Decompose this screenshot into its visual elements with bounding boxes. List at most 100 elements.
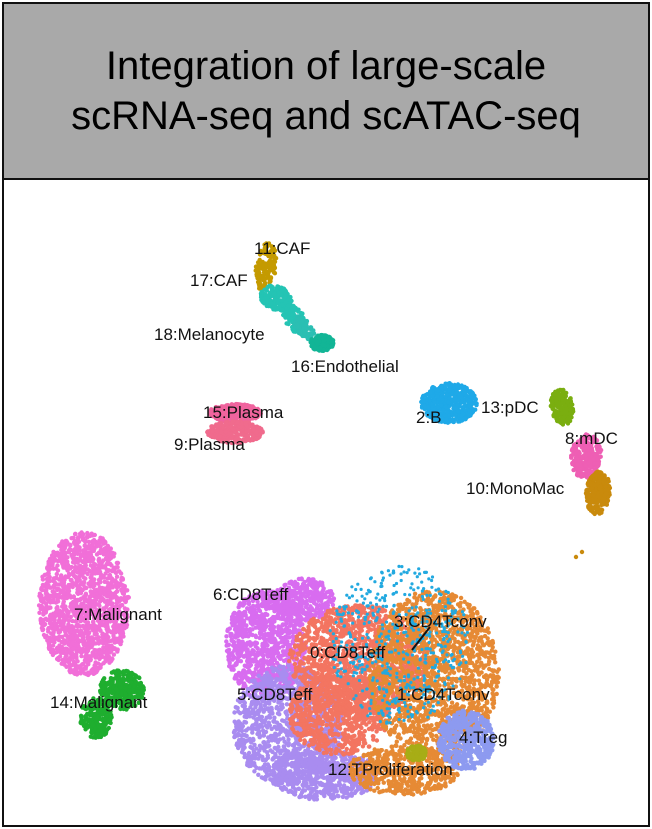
cluster-point [226, 654, 231, 659]
cluster-point [80, 623, 86, 629]
cluster-point [66, 618, 72, 623]
cluster-point [61, 623, 66, 628]
cluster-point [244, 423, 249, 428]
cluster-point [104, 651, 109, 656]
cluster-point [64, 609, 70, 614]
cluster-point [57, 608, 62, 614]
cluster-point [210, 429, 215, 434]
cluster-point [557, 387, 563, 393]
cluster-point [55, 593, 60, 598]
cluster-point [122, 595, 128, 600]
cluster-point [560, 394, 565, 399]
cluster-point [70, 662, 75, 668]
cluster-point [121, 669, 126, 674]
cluster-point [443, 404, 448, 410]
cluster-point [271, 307, 276, 312]
cluster-point [107, 591, 112, 596]
cluster-point [263, 261, 268, 266]
cluster-point [50, 637, 55, 643]
cluster-point [304, 327, 309, 332]
cluster-point [569, 448, 575, 453]
cluster-point [118, 637, 123, 642]
cluster-point [81, 580, 86, 585]
cluster-point [568, 396, 573, 401]
cluster-point [101, 661, 106, 666]
cluster-point [96, 550, 102, 555]
cluster-point [79, 552, 85, 558]
cluster-point [119, 575, 124, 581]
cluster-point [598, 470, 603, 475]
cluster-point [257, 257, 262, 263]
cluster-point [84, 659, 90, 665]
cluster-point [321, 338, 327, 343]
cluster-point [293, 305, 298, 311]
cluster-point [601, 502, 606, 507]
cluster-point [302, 332, 307, 337]
cluster-point [455, 384, 460, 389]
cluster-point [591, 457, 596, 462]
cluster-point [457, 419, 462, 424]
cluster-point [45, 565, 50, 570]
cluster-point [86, 717, 91, 722]
cluster-point [113, 594, 119, 599]
cluster-point [587, 502, 592, 508]
cluster-point [70, 641, 75, 646]
cluster-point [99, 653, 105, 659]
cluster-point [49, 599, 54, 604]
cluster-point [590, 489, 595, 495]
cluster-point [271, 291, 277, 297]
cluster-point [55, 587, 60, 593]
cluster-point [304, 320, 309, 325]
cluster-point [574, 456, 580, 461]
cluster-point [48, 613, 53, 619]
cluster-point [605, 476, 611, 482]
cluster-point [55, 597, 60, 602]
cluster-point [81, 567, 86, 572]
cluster-point [100, 718, 106, 723]
cluster-point [121, 583, 126, 588]
cluster-point [599, 490, 604, 495]
cluster-point [47, 605, 53, 610]
cluster-point [48, 620, 53, 625]
cluster-point [595, 494, 600, 499]
cluster-point [264, 296, 270, 301]
cluster-point [556, 405, 561, 410]
cluster-point [595, 456, 601, 462]
cluster-point [47, 646, 52, 652]
cluster-point [122, 624, 127, 629]
cluster-point [68, 670, 73, 675]
cluster-point [106, 717, 112, 723]
cluster-point [290, 308, 295, 313]
cluster-point [118, 641, 123, 647]
cluster-point [79, 653, 84, 659]
cluster-point [74, 641, 79, 647]
cluster-point [86, 552, 92, 557]
cluster-point [112, 646, 118, 651]
cluster-point [470, 391, 475, 397]
cluster-point [224, 421, 229, 427]
cluster-point [446, 399, 451, 405]
cluster-point [102, 589, 108, 594]
cluster-point [68, 604, 73, 609]
cluster-point [284, 321, 289, 326]
cluster-point [74, 672, 80, 677]
cluster-point [264, 637, 269, 642]
umap-plot-area: 0:CD8Teff 1:CD4Tconv 2:B 3:CD4Tconv 4:Treg 5:… [4, 180, 648, 825]
cluster-point [118, 571, 124, 576]
cluster-point [319, 332, 324, 338]
cluster-point [96, 723, 101, 729]
cluster-point [86, 646, 91, 651]
cluster-point [97, 540, 102, 545]
cluster-point [268, 259, 273, 264]
cluster-point [71, 599, 76, 604]
cluster-15-points [207, 401, 263, 424]
cluster-point [72, 531, 78, 537]
cluster-point [63, 574, 68, 579]
cluster-point [435, 388, 441, 393]
cluster-point [329, 344, 334, 349]
cluster-point [75, 570, 80, 575]
cluster-point [117, 581, 122, 587]
title-banner: Integration of large-scale scRNA-seq and… [4, 4, 648, 180]
cluster-point [72, 559, 77, 565]
cluster-point [553, 390, 559, 396]
